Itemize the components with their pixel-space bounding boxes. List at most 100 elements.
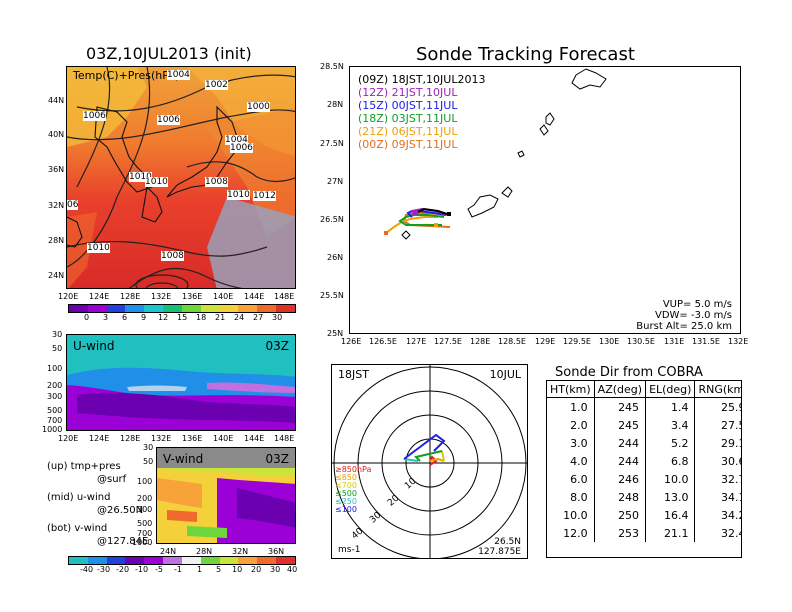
polar-svg [332,365,527,558]
polar-time: 18JST [338,368,369,381]
lat-tick: 25.5N [320,291,344,300]
lat-tick: 24N [160,547,177,556]
pressure-tick: 200 [47,381,63,390]
colorbar-cell [257,557,277,564]
level-legend-entry: ≤100 [335,505,357,514]
table-row: 6.0 246 10.0 32.7 [547,470,741,488]
table-cell: 27.5 [694,416,741,434]
level-legend-entry: ≤700 [335,481,357,490]
colorbar-tick: 0 [84,313,90,322]
colorbar-tick: 40 [287,565,298,574]
lat-tick: 26N [327,253,344,262]
lat-tick: 24N [48,271,65,280]
colorbar-tick: 30 [272,313,283,322]
colorbar-cell [181,305,201,312]
table-cell: 244 [593,452,646,470]
run-legend-entry: (15Z) 00JST,11JUL [358,99,458,112]
lon-tick: 124E [89,434,110,443]
pressure-tick: 700 [47,416,63,425]
pressure-tick: 1000 [132,538,153,547]
isobar-label: 1006 [230,143,253,153]
table-cell: 16.4 [645,506,695,524]
colorbar-cell [144,557,164,564]
burst-altitude: Burst Alt= 25.0 km [636,321,732,332]
isobar-label: 06 [67,200,79,210]
table-row: 3.0 244 5.2 29.1 [547,434,741,452]
colorbar-cell [106,305,126,312]
run-legend-entry: (12Z) 21JST,10JUL [358,86,458,99]
legend-note-mid: (mid) u-wind [47,492,111,503]
v-wind-label: V-wind [163,452,204,466]
run-legend-entry: (09Z) 18JST,10JUL2013 [358,73,486,86]
temperature-pressure-map: Temp(C)+Pres(hPa) 1004 1002 1006 1006 10… [66,66,296,289]
table-cell: 4.0 [570,454,588,468]
lon-tick: 140E [213,292,234,301]
colorbar-cell [276,305,295,312]
table-cell: 2.0 [570,418,588,432]
colorbar-cell [163,557,182,564]
isobar-label: 1004 [225,135,248,145]
colorbar-cell [163,305,182,312]
pressure-tick: 30 [143,443,154,452]
table-row: 2.0 245 3.4 27.5 [547,416,741,434]
table-cell: 21.1 [645,524,695,542]
ascent-speed: VUP= 5.0 m/s [662,299,732,310]
isobar-label: 1010 [129,172,152,182]
lon-tick: 128.5E [498,337,526,346]
polar-latitude: 26.5N [494,537,521,547]
run-legend-entry: (18Z) 03JST,11JUL [358,112,458,125]
colorbar-cell [125,305,145,312]
level-legend-entry: ≤500 [335,489,357,498]
pressure-tick: 50 [143,457,154,466]
table-cell: 1.0 [570,400,588,414]
lon-tick: 128E [120,292,141,301]
colorbar-tick: 15 [177,313,188,322]
lat-tick: 36N [48,165,65,174]
column-header: HT(km) [547,381,595,398]
table-cell: 34.2 [694,506,741,524]
colorbar-cell [106,557,126,564]
table-cell: 244 [593,434,646,452]
isobar-label: 1000 [247,102,270,112]
colorbar-tick: -30 [97,565,111,574]
table-row: 8.0 248 13.0 34.1 [547,488,741,506]
colorbar-tick: 24 [234,313,245,322]
lat-tick: 27.5N [320,139,344,148]
table-cell: 1.4 [645,397,695,416]
colorbar-tick: -5 [155,565,163,574]
table-cell: 8.0 [570,490,588,504]
table-cell: 248 [593,488,646,506]
colorbar-tick: 1 [197,565,203,574]
colorbar-tick: -1 [174,565,182,574]
table-cell: 12.0 [563,526,588,540]
level-legend-entry: ≤250 [335,497,357,506]
pressure-tick: 100 [47,364,63,373]
lon-tick: 128E [120,434,141,443]
colorbar-tick: 5 [216,565,222,574]
isobar-label: 1008 [205,177,228,187]
tracking-map: (09Z) 18JST,10JUL2013 (12Z) 21JST,10JUL … [349,66,741,334]
isobar-label: 1004 [167,70,190,80]
lon-tick: 136E [182,292,203,301]
lat-tick: 28N [48,236,65,245]
colorbar-tick: 30 [270,565,281,574]
legend-note-mid-level: @26.50N [97,505,144,516]
pressure-tick: 700 [137,529,153,538]
lat-tick: 32N [48,201,65,210]
colorbar-cell [200,557,220,564]
lon-tick: 129E [535,337,556,346]
tracking-title: Sonde Tracking Forecast [416,44,635,65]
pressure-tick: 100 [137,477,153,486]
sonde-dir-table: HT(km) AZ(deg) EL(deg) RNG(km) 1.0 245 1… [547,381,741,542]
lon-tick: 131E [664,337,685,346]
isobar-label: 1010 [227,190,250,200]
level-legend-entry: ≥850hPa [335,465,372,474]
u-wind-label: U-wind [73,339,115,353]
colorbar-tick: 12 [158,313,169,322]
legend-note-bot-level: @127.84E [97,536,149,547]
lon-tick: 132E [151,434,172,443]
colorbar-tick: 21 [215,313,226,322]
table-cell: 5.2 [645,434,695,452]
table-cell: 10.0 [645,470,695,488]
isobar-label: 1008 [161,251,184,261]
